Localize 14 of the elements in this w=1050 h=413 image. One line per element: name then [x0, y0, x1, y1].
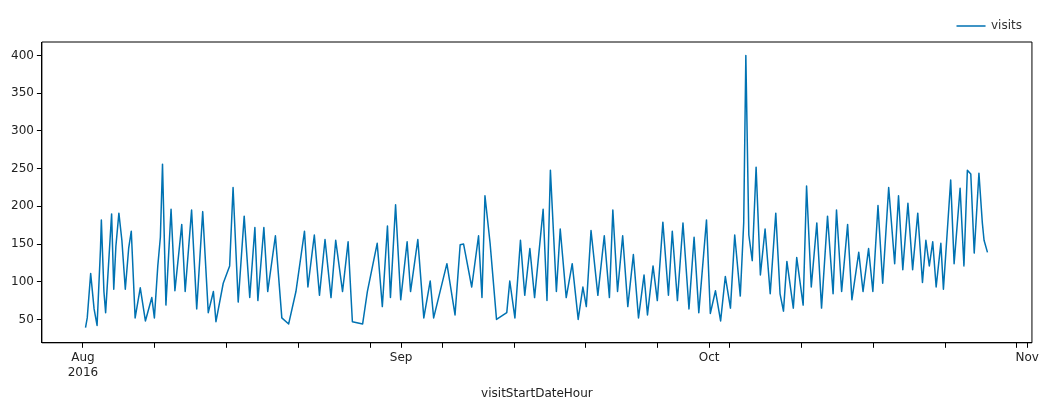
x-tick-label: Oct: [698, 350, 720, 365]
y-tick-label: 100: [11, 273, 34, 288]
legend-label: visits: [991, 18, 1023, 33]
y-tick-label: 350: [11, 85, 34, 100]
y-tick-label: 300: [11, 123, 34, 138]
y-tick-label: 150: [11, 236, 34, 251]
x-tick-label: Sep: [389, 350, 413, 365]
y-tick-label: 50: [18, 311, 34, 326]
x-axis-title: visitStartDateHour: [481, 385, 593, 400]
x-tick-label: Nov: [1015, 350, 1039, 365]
y-tick-label: 400: [11, 47, 34, 62]
x-tick-label: Aug 2016: [67, 350, 99, 379]
y-tick-label: 200: [11, 198, 34, 213]
y-tick-label: 250: [11, 160, 34, 175]
